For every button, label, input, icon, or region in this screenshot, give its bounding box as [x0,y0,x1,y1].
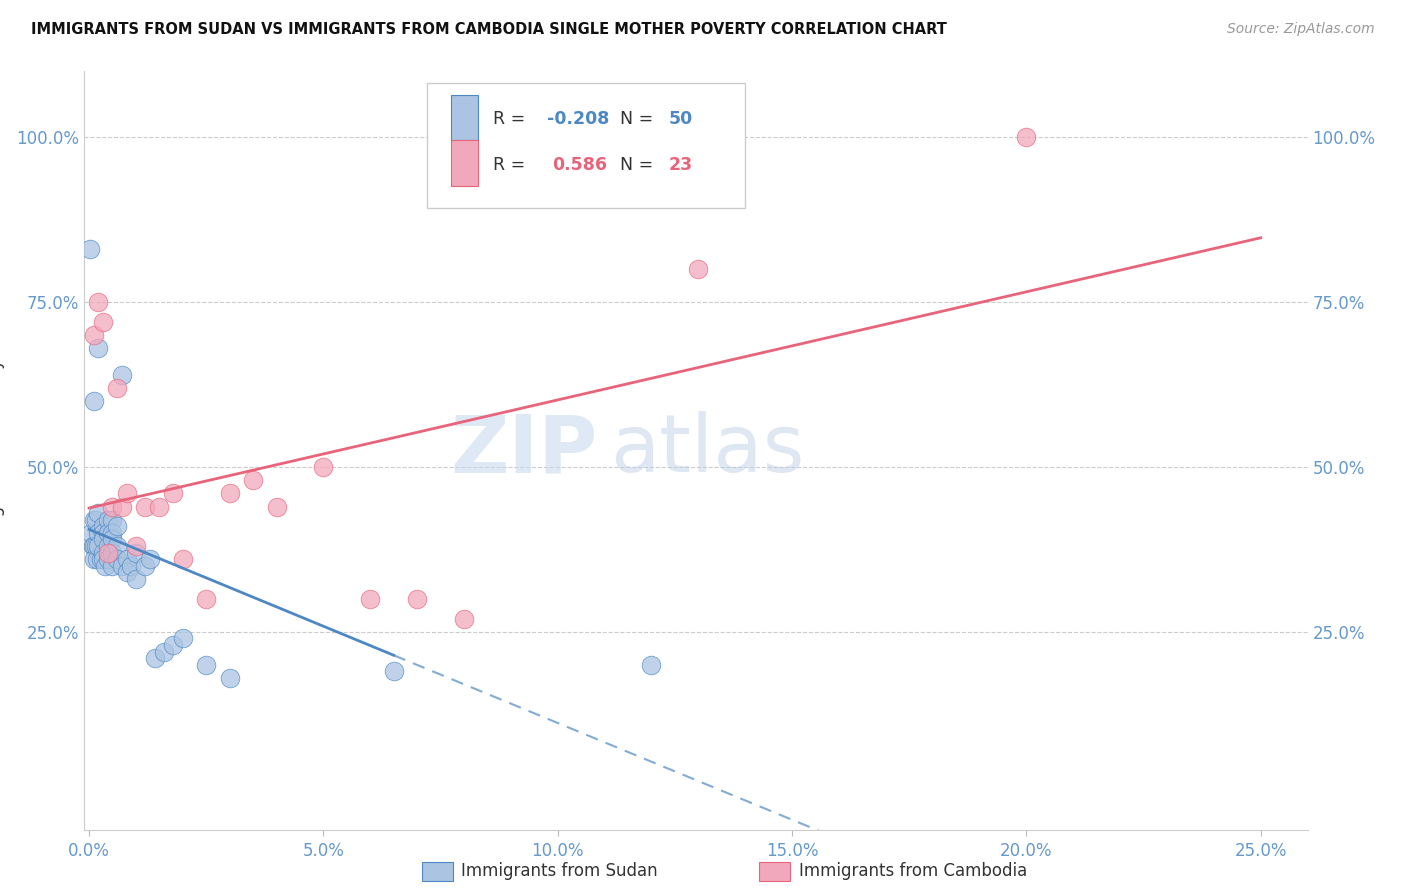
Point [87,341,110,355]
Point [87,539,110,553]
Point [172,632,194,646]
Point [1015,130,1038,145]
Point [453,611,475,625]
Point [97,546,120,560]
Point [312,459,335,474]
Text: 0.586: 0.586 [551,155,606,174]
Point [80,525,103,540]
Point [105,539,128,553]
Point [101,533,124,547]
Text: 23: 23 [669,155,693,174]
Point [172,552,194,566]
Point [111,368,134,382]
Point [91,315,114,329]
Point [359,591,381,606]
Point [97,539,120,553]
Point [79,243,101,257]
Point [91,546,114,560]
Text: IMMIGRANTS FROM SUDAN VS IMMIGRANTS FROM CAMBODIA SINGLE MOTHER POVERTY CORRELAT: IMMIGRANTS FROM SUDAN VS IMMIGRANTS FROM… [31,22,946,37]
Point [148,500,170,514]
Point [218,671,240,685]
Point [640,657,662,672]
Point [111,558,134,573]
Point [120,558,142,573]
Point [90,552,112,566]
Text: N =: N = [620,110,659,128]
Point [82,539,104,553]
Point [84,513,107,527]
Point [91,533,114,547]
Text: Immigrants from Cambodia: Immigrants from Cambodia [799,863,1026,880]
Point [101,500,124,514]
Text: 50: 50 [669,110,693,128]
Text: atlas: atlas [610,411,804,490]
Point [218,486,240,500]
Point [105,381,128,395]
Text: R =: R = [494,155,536,174]
Point [115,552,138,566]
Point [105,552,128,566]
Point [83,552,105,566]
Text: Source: ZipAtlas.com: Source: ZipAtlas.com [1227,22,1375,37]
Text: ZIP: ZIP [451,411,598,490]
Point [86,552,108,566]
Point [94,558,117,573]
Text: N =: N = [620,155,659,174]
Point [125,539,148,553]
Point [84,539,107,553]
Point [195,591,218,606]
Point [134,558,156,573]
Point [87,525,110,540]
Point [688,262,710,277]
Point [125,546,148,560]
Point [195,657,218,672]
Point [101,558,124,573]
Point [111,500,134,514]
Point [83,328,105,343]
Point [83,539,105,553]
Point [87,295,110,310]
Point [97,525,120,540]
Point [87,506,110,520]
Point [91,552,114,566]
Point [101,546,124,560]
FancyBboxPatch shape [451,140,478,186]
Point [382,665,405,679]
Text: Immigrants from Sudan: Immigrants from Sudan [461,863,658,880]
FancyBboxPatch shape [451,95,478,140]
Y-axis label: Single Mother Poverty: Single Mother Poverty [0,359,6,542]
Point [134,500,156,514]
Point [162,486,184,500]
Point [115,566,138,580]
Point [83,513,105,527]
Point [91,525,114,540]
Point [91,519,114,533]
Point [105,519,128,533]
Point [125,572,148,586]
Text: R =: R = [494,110,530,128]
Point [97,552,120,566]
Point [97,513,120,527]
Point [115,486,138,500]
Point [143,651,166,665]
Point [162,638,184,652]
Point [153,644,176,658]
FancyBboxPatch shape [427,83,745,208]
Point [101,525,124,540]
Point [101,513,124,527]
Point [242,473,264,487]
Point [139,552,162,566]
Text: -0.208: -0.208 [547,110,609,128]
Point [406,591,429,606]
Point [266,500,288,514]
Point [83,394,105,409]
